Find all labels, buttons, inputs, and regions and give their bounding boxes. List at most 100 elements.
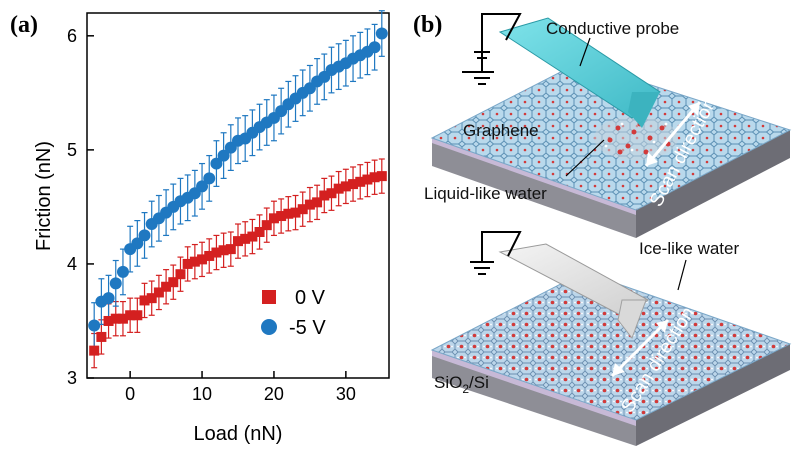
y-axis-title: Friction (nN) <box>33 141 55 251</box>
data-point-0v <box>233 236 243 247</box>
bottom-probe-tip <box>617 299 647 340</box>
data-point-minus5v <box>88 319 101 332</box>
data-point-0v <box>161 281 172 292</box>
probe-callout-line <box>579 37 591 67</box>
liquid-water-cluster <box>594 116 678 160</box>
legend-marker-0v <box>262 290 276 304</box>
data-point-0v <box>182 258 193 269</box>
data-point-0v <box>340 181 351 192</box>
liquid-water-callout-line <box>565 139 605 177</box>
data-point-minus5v <box>217 149 230 162</box>
graphene-label: Graphene <box>463 121 539 140</box>
data-point-0v <box>218 245 229 256</box>
legend-label-0v: 0 V <box>295 287 326 309</box>
x-tick-label: 10 <box>192 384 212 404</box>
data-point-0v <box>283 208 294 219</box>
bottom-probe-cantilever <box>498 243 649 319</box>
data-point-0v <box>189 256 200 267</box>
data-point-0v <box>197 254 208 265</box>
data-point-0v <box>348 179 359 190</box>
x-axis-title: Load (nN) <box>194 423 283 445</box>
data-point-0v <box>96 331 107 342</box>
axis-ticks: 0 10 20 30 3 4 5 6 <box>67 26 356 404</box>
bottom-substrate-top-edge <box>432 350 636 426</box>
data-point-minus5v <box>368 41 381 54</box>
data-point-minus5v <box>210 157 223 170</box>
conductive-probe-tip <box>628 92 660 128</box>
data-point-0v <box>355 176 366 187</box>
data-point-0v <box>168 277 179 288</box>
y-tick-label: 6 <box>67 26 77 46</box>
ice-water-label: Ice-like water <box>639 239 739 258</box>
substrate-label: SiO2/Si <box>434 373 489 396</box>
data-point-0v <box>261 220 272 231</box>
top-substrate-top-edge <box>432 138 636 215</box>
bottom-substrate-front <box>432 350 636 446</box>
data-point-minus5v <box>203 172 216 185</box>
data-marks <box>88 27 388 356</box>
data-point-minus5v <box>116 265 129 278</box>
data-point-0v <box>125 310 136 321</box>
data-point-0v <box>153 287 164 298</box>
data-point-0v <box>204 250 215 261</box>
conductive-probe-label: Conductive probe <box>546 19 679 38</box>
y-tick-label: 4 <box>67 254 77 274</box>
data-point-minus5v <box>131 237 144 250</box>
data-point-0v <box>312 197 323 208</box>
plot-frame <box>86 12 390 379</box>
data-point-0v <box>146 293 157 304</box>
bottom-ground-wire <box>481 231 522 257</box>
data-point-0v <box>319 190 330 201</box>
data-point-0v <box>175 269 186 280</box>
data-point-0v <box>254 227 265 237</box>
legend: 0 V -5 V <box>261 287 326 339</box>
data-point-minus5v <box>375 27 388 40</box>
bottom-scan-arrow <box>610 318 670 378</box>
data-point-0v <box>89 345 100 356</box>
x-tick-label: 0 <box>125 384 135 404</box>
data-point-0v <box>376 171 387 182</box>
panel-a-label: (a) <box>10 12 38 38</box>
data-point-0v <box>276 211 287 222</box>
liquid-water-label: Liquid-like water <box>424 184 547 203</box>
y-tick-label: 3 <box>67 368 77 388</box>
data-point-minus5v <box>102 292 115 305</box>
data-point-minus5v <box>196 180 209 193</box>
data-point-0v <box>326 188 337 199</box>
top-substrate-side <box>636 130 790 238</box>
ice-water-callout-line <box>677 259 687 291</box>
data-point-minus5v <box>109 277 122 290</box>
data-point-0v <box>117 313 128 324</box>
data-point-0v <box>247 231 258 242</box>
data-point-0v <box>225 244 236 255</box>
data-point-0v <box>211 247 222 258</box>
bottom-substrate-side <box>636 344 790 446</box>
data-point-0v <box>240 233 251 244</box>
data-point-0v <box>132 310 143 321</box>
data-point-0v <box>103 315 114 326</box>
data-point-0v <box>304 199 315 210</box>
top-substrate-front <box>432 138 636 238</box>
panel-b-label: (b) <box>413 12 442 38</box>
data-point-0v <box>362 174 373 185</box>
top-scan-arrow <box>644 101 702 167</box>
legend-marker-minus5v <box>261 319 277 335</box>
top-ground-wire <box>462 13 522 73</box>
data-point-0v <box>297 204 308 215</box>
bottom-ice-water-sheet <box>430 271 792 421</box>
data-point-0v <box>110 313 121 324</box>
x-tick-label: 20 <box>264 384 284 404</box>
data-point-0v <box>369 172 380 183</box>
top-schematic: Scan direction Conductive probe Graphene… <box>424 13 792 238</box>
data-point-0v <box>268 213 279 224</box>
bottom-schematic: Scan direction Ice-like water SiO2/Si <box>430 231 792 446</box>
data-point-0v <box>333 183 344 194</box>
legend-label-minus5v: -5 V <box>289 317 326 339</box>
friction-chart: 0 10 20 30 3 4 5 6 Load (nN) Friction (nN) 0 V … <box>33 10 390 445</box>
data-point-minus5v <box>138 229 151 242</box>
y-tick-label: 5 <box>67 140 77 160</box>
x-tick-label: 30 <box>336 384 356 404</box>
data-point-0v <box>290 207 301 218</box>
data-point-0v <box>139 295 150 306</box>
